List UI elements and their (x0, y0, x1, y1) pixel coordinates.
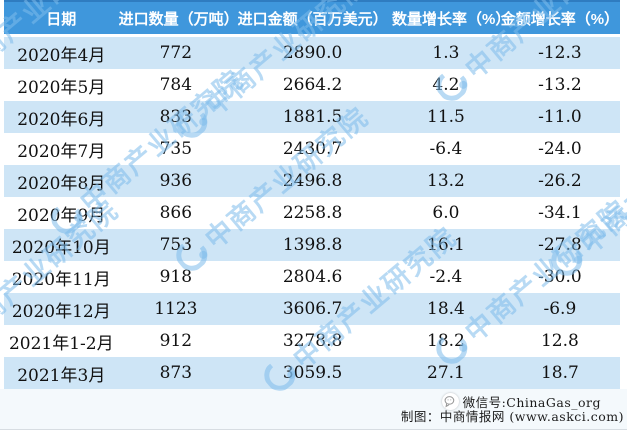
cell-quantity-growth-rate: 11.5 (427, 107, 465, 127)
cell-date: 2021年3月 (17, 365, 106, 386)
header-import-amount: 进口金额（百万美元） (237, 10, 388, 28)
cell-import-amount: 2430.7 (282, 139, 343, 159)
cell-import-amount: 3278.8 (282, 331, 343, 351)
cell-date: 2020年9月 (17, 205, 106, 226)
cell-import-quantity: 833 (159, 107, 193, 127)
cell-import-quantity: 866 (159, 203, 193, 223)
table-row: 2021年3月 873 3059.5 27.1 18.7 (4, 357, 620, 389)
table-row: 2020年11月 918 2804.6 -2.4 -30.0 (4, 261, 620, 293)
cell-quantity-growth-rate: -6.4 (429, 139, 463, 159)
cell-import-quantity: 936 (159, 171, 193, 191)
table-row: 2020年6月 833 1881.5 11.5 -11.0 (4, 101, 620, 133)
cell-quantity-growth-rate: -2.4 (429, 267, 463, 287)
cell-date: 2020年6月 (17, 109, 106, 130)
cell-import-quantity: 753 (159, 235, 193, 255)
wechat-credit: 微信号:ChinaGas_org (441, 392, 601, 411)
cell-import-quantity: 873 (159, 363, 193, 383)
footer: 微信号:ChinaGas_org 制图：中商情报网 (www.askci.com… (0, 389, 627, 429)
cell-amount-growth-rate: -11.0 (538, 107, 582, 127)
table-row: 2021年1-2月 912 3278.8 18.2 12.8 (4, 325, 620, 357)
cell-date: 2020年4月 (17, 45, 106, 66)
cell-date: 2020年11月 (11, 269, 111, 290)
cell-amount-growth-rate: -34.1 (538, 203, 582, 223)
header-date: 日期 (46, 10, 77, 28)
cell-import-quantity: 912 (159, 331, 193, 351)
cell-import-amount: 3606.7 (282, 299, 343, 319)
cell-import-quantity: 1123 (154, 299, 198, 319)
cell-quantity-growth-rate: 16.1 (427, 235, 465, 255)
cell-import-amount: 2664.2 (282, 75, 343, 95)
table-row: 2020年4月 772 2890.0 1.3 -12.3 (4, 37, 620, 69)
table-row: 2020年10月 753 1398.8 16.1 -27.8 (4, 229, 620, 261)
cell-amount-growth-rate: -13.2 (538, 75, 582, 95)
cell-quantity-growth-rate: 18.2 (427, 331, 465, 351)
wechat-label: 微信号:ChinaGas_org (462, 395, 601, 410)
cell-import-quantity: 772 (159, 43, 193, 63)
cell-import-quantity: 735 (159, 139, 193, 159)
table-body: 2020年4月 772 2890.0 1.3 -12.3 2020年5月 784… (4, 37, 620, 389)
header-import-quantity: 进口数量（万吨） (118, 10, 234, 28)
table-row: 2020年8月 936 2496.8 13.2 -26.2 (4, 165, 620, 197)
cell-amount-growth-rate: 12.8 (540, 331, 579, 351)
cell-import-amount: 1398.8 (282, 235, 343, 255)
cell-amount-growth-rate: -27.8 (538, 235, 582, 255)
table-row: 2020年12月 1123 3606.7 18.4 -6.9 (4, 293, 620, 325)
cell-date: 2020年7月 (17, 141, 106, 162)
table-header-row: 日期 进口数量（万吨） 进口金额（百万美元） 数量增长率（%） 金额增长率（%） (4, 0, 620, 34)
table-row: 2020年7月 735 2430.7 -6.4 -24.0 (4, 133, 620, 165)
cell-quantity-growth-rate: 6.0 (432, 203, 460, 223)
cell-amount-growth-rate: -30.0 (538, 267, 582, 287)
cell-import-amount: 2496.8 (282, 171, 343, 191)
cell-quantity-growth-rate: 13.2 (427, 171, 465, 191)
cell-quantity-growth-rate: 1.3 (432, 43, 460, 63)
header-quantity-growth-rate: 数量增长率（%） (392, 10, 500, 28)
cell-amount-growth-rate: -6.9 (543, 299, 577, 319)
cell-quantity-growth-rate: 4.2 (432, 75, 460, 95)
cell-quantity-growth-rate: 27.1 (427, 363, 465, 383)
cell-import-amount: 2804.6 (282, 267, 343, 287)
cell-quantity-growth-rate: 18.4 (427, 299, 465, 319)
cell-import-amount: 3059.5 (282, 363, 343, 383)
cell-amount-growth-rate: -12.3 (538, 43, 582, 63)
cell-import-quantity: 918 (159, 267, 193, 287)
cell-date: 2020年5月 (17, 77, 106, 98)
wechat-icon (441, 393, 459, 410)
table-row: 2020年5月 784 2664.2 4.2 -13.2 (4, 69, 620, 101)
cell-import-amount: 2890.0 (282, 43, 343, 63)
cell-date: 2021年1-2月 (8, 333, 114, 354)
table-row: 2020年9月 866 2258.8 6.0 -34.1 (4, 197, 620, 229)
cell-amount-growth-rate: -24.0 (538, 139, 582, 159)
cell-date: 2020年10月 (11, 237, 111, 258)
cell-import-amount: 1881.5 (282, 107, 343, 127)
cell-amount-growth-rate: -26.2 (538, 171, 582, 191)
header-amount-growth-rate: 金额增长率（%） (500, 10, 620, 28)
cell-date: 2020年8月 (17, 173, 106, 194)
cell-import-quantity: 784 (159, 75, 193, 95)
cell-date: 2020年12月 (11, 301, 111, 322)
import-data-table: 日期 进口数量（万吨） 进口金额（百万美元） 数量增长率（%） 金额增长率（%）… (4, 0, 620, 389)
source-credit: 制图：中商情报网 (www.askci.com) (400, 409, 624, 424)
cell-import-amount: 2258.8 (282, 203, 343, 223)
cell-amount-growth-rate: 18.7 (540, 363, 579, 383)
